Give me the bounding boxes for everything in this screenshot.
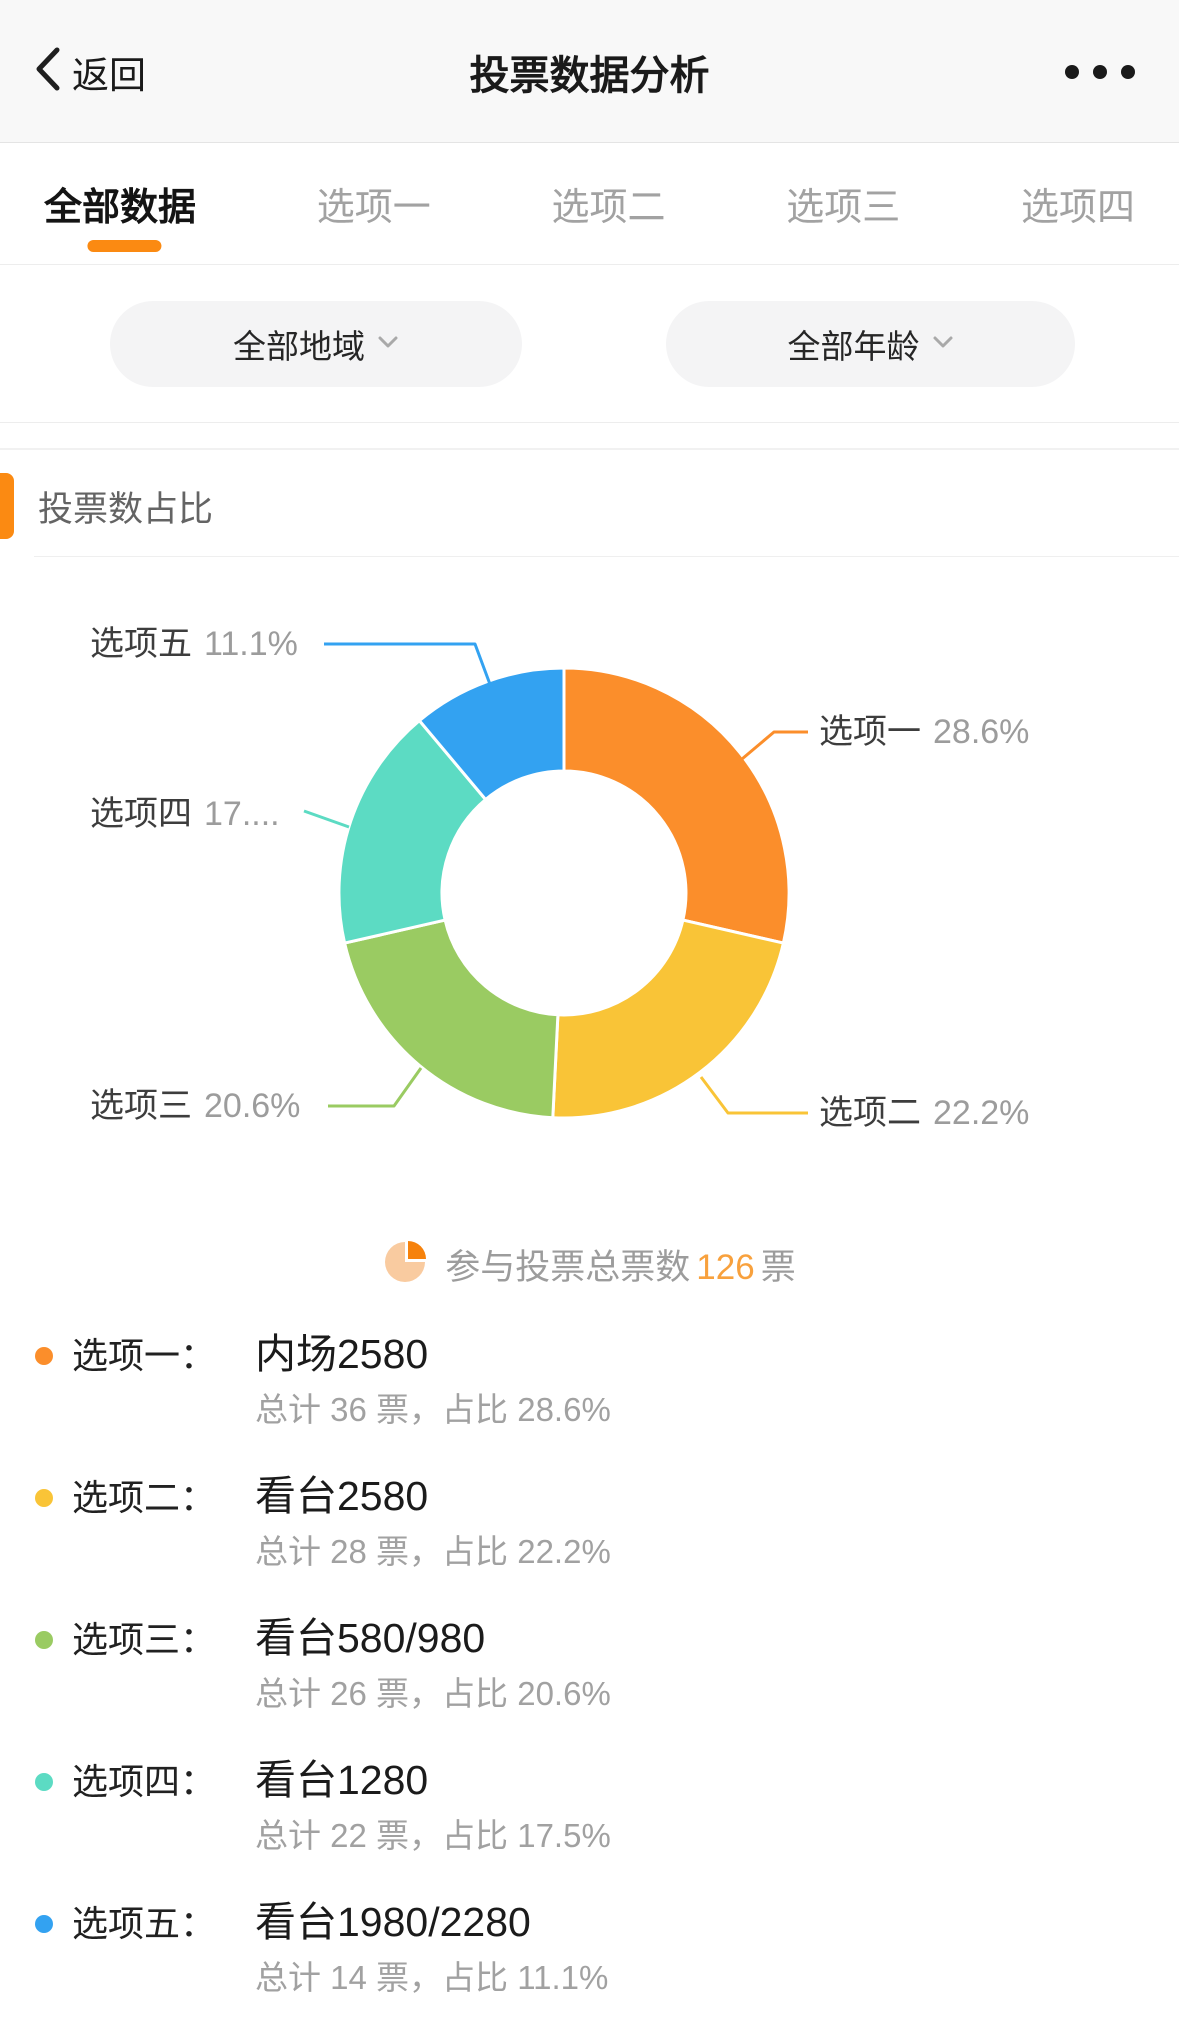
slice-label-选项三: 选项三 20.6%: [90, 1087, 300, 1125]
data-tabs: 全部数据 选项一 选项二 选项三 选项四: [0, 143, 1179, 265]
region-filter-dropdown[interactable]: 全部地域: [110, 301, 522, 387]
option-name: 选项二：: [72, 1477, 217, 1518]
tab-label: 全部数据: [44, 187, 197, 229]
back-label: 返回: [72, 54, 146, 96]
option-bullet-dot: [35, 1631, 53, 1649]
pie-slice-选项二[interactable]: [551, 918, 785, 1120]
option-detail: 总计 22 票，占比 17.5%: [255, 1817, 611, 1854]
donut-chart: 选项一 28.6% 选项二 22.2% 选项三 20.6% 选项四 17.... 选项五 11.1…: [0, 580, 1179, 1180]
option-detail: 总计 36 票，占比 28.6%: [255, 1391, 611, 1428]
pie-slice-选项三[interactable]: [343, 918, 560, 1120]
tab-option-4[interactable]: 选项四: [1021, 143, 1135, 264]
option-bullet-dot: [35, 1915, 53, 1933]
pie-icon: [383, 1240, 427, 1289]
ellipsis-dot-icon: [1065, 64, 1079, 79]
option-value: 内场2580: [255, 1331, 429, 1377]
option-name: 选项五：: [72, 1903, 217, 1944]
active-tab-underline: [87, 240, 162, 252]
list-item-option-3: 选项三： 看台580/980 总计 26 票，占比 20.6%: [0, 1598, 1179, 1740]
slice-label-选项一: 选项一 28.6%: [819, 713, 1029, 751]
option-bullet-dot: [35, 1489, 53, 1507]
tab-option-1[interactable]: 选项一: [317, 143, 431, 264]
total-count: 126: [696, 1247, 755, 1287]
option-name: 选项一：: [72, 1335, 217, 1376]
header-bar: 返回 投票数据分析: [0, 0, 1179, 143]
ellipsis-dot-icon: [1121, 64, 1135, 79]
tab-all-data[interactable]: 全部数据: [44, 143, 196, 264]
callout-line-选项一: [741, 730, 808, 761]
ellipsis-dot-icon: [1093, 64, 1107, 79]
option-detail: 总计 14 票，占比 11.1%: [255, 1959, 609, 1996]
section-divider: [34, 556, 1179, 557]
slice-label-选项五: 选项五 11.1%: [90, 625, 298, 663]
list-item-option-4: 选项四： 看台1280 总计 22 票，占比 17.5%: [0, 1740, 1179, 1882]
slice-label-选项二: 选项二 22.2%: [819, 1094, 1029, 1132]
total-suffix: 票: [760, 1247, 796, 1287]
section-separator: [0, 448, 1179, 450]
chevron-down-icon: [932, 335, 954, 354]
tab-label: 选项四: [1020, 187, 1135, 229]
age-filter-label: 全部年龄: [787, 328, 920, 365]
option-value: 看台1980/2280: [255, 1899, 531, 1945]
pie-slice-选项四[interactable]: [337, 719, 488, 945]
slice-label-选项四: 选项四 17....: [90, 795, 280, 833]
option-detail: 总计 28 票，占比 22.2%: [255, 1533, 611, 1570]
page-title: 投票数据分析: [469, 53, 710, 98]
filter-row: 全部地域 全部年龄: [0, 266, 1179, 423]
callout-line-选项三: [328, 1067, 423, 1108]
section-accent-bar: [0, 473, 14, 539]
tab-label: 选项二: [551, 187, 666, 229]
back-button[interactable]: 返回: [34, 0, 146, 143]
tab-label: 选项三: [786, 187, 901, 229]
total-prefix: 参与投票总票数: [445, 1247, 691, 1287]
pie-slice-选项一[interactable]: [562, 666, 791, 945]
list-item-option-5: 选项五： 看台1980/2280 总计 14 票，占比 11.1%: [0, 1882, 1179, 2023]
callout-line-选项四: [303, 809, 350, 829]
age-filter-dropdown[interactable]: 全部年龄: [666, 301, 1075, 387]
list-item-option-1: 选项一： 内场2580 总计 36 票，占比 28.6%: [0, 1314, 1179, 1456]
total-votes-text: 参与投票总票数 126 票: [445, 1239, 795, 1290]
region-filter-label: 全部地域: [233, 328, 365, 365]
option-detail: 总计 26 票，占比 20.6%: [255, 1675, 611, 1712]
option-name: 选项四：: [72, 1761, 217, 1802]
option-bullet-dot: [35, 1773, 53, 1791]
chevron-down-icon: [377, 335, 399, 354]
pie-slice-选项五[interactable]: [417, 666, 566, 801]
donut-chart-svg: 选项一 28.6% 选项二 22.2% 选项三 20.6% 选项四 17.... 选项五 11.1…: [90, 625, 1029, 1132]
callout-line-选项二: [699, 1076, 808, 1115]
more-menu-button[interactable]: [1065, 0, 1135, 143]
option-name: 选项三：: [72, 1619, 217, 1660]
option-bullet-dot: [35, 1347, 53, 1365]
tab-option-2[interactable]: 选项二: [551, 143, 665, 264]
callout-line-选项五: [324, 642, 493, 688]
tab-label: 选项一: [316, 187, 431, 229]
total-votes-row: 参与投票总票数 126 票: [0, 1238, 1179, 1290]
option-value: 看台580/980: [255, 1615, 486, 1661]
tab-option-3[interactable]: 选项三: [786, 143, 900, 264]
back-chevron-icon: [34, 46, 62, 97]
option-value: 看台1280: [255, 1757, 429, 1803]
section-title: 投票数占比: [38, 489, 214, 529]
list-item-option-2: 选项二： 看台2580 总计 28 票，占比 22.2%: [0, 1456, 1179, 1598]
option-value: 看台2580: [255, 1473, 429, 1519]
